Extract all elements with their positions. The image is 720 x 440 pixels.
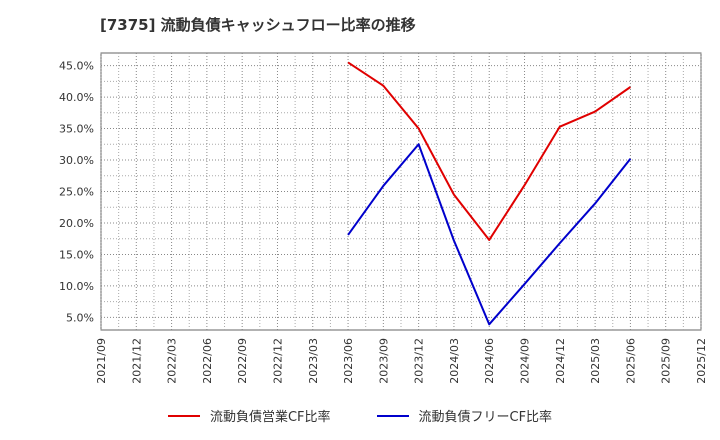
y-tick-label: 20.0% xyxy=(59,217,94,230)
series-line-operating-cf xyxy=(347,61,631,241)
y-tick-label: 40.0% xyxy=(59,91,94,104)
x-tick-label: 2023/03 xyxy=(307,338,320,384)
legend-item-operating-cf: 流動負債営業CF比率 xyxy=(167,406,331,425)
chart-title: [7375] 流動負債キャッシュフロー比率の推移 xyxy=(100,16,416,34)
legend-swatch-blue xyxy=(376,414,409,417)
x-tick-label: 2022/09 xyxy=(236,338,249,384)
series-lines xyxy=(347,61,632,326)
x-tick-label: 2022/06 xyxy=(201,338,214,384)
y-tick-label: 35.0% xyxy=(59,123,94,136)
x-tick-label: 2024/06 xyxy=(483,338,496,384)
x-tick-label: 2024/09 xyxy=(519,338,532,384)
legend-item-free-cf: 流動負債フリーCF比率 xyxy=(376,406,553,425)
x-tick-label: 2024/03 xyxy=(448,338,461,384)
x-tick-label: 2023/06 xyxy=(342,338,355,384)
legend-swatch-red xyxy=(167,414,200,417)
legend-label-free-cf: 流動負債フリーCF比率 xyxy=(418,410,553,425)
x-tick-label: 2025/06 xyxy=(624,338,637,384)
y-tick-label: 10.0% xyxy=(59,280,94,293)
y-axis-tick-labels: 5.0% 10.0% 15.0% 20.0% 25.0% 30.0% 35.0% 40.0% 4… xyxy=(59,60,94,325)
y-tick-label: 25.0% xyxy=(59,186,94,199)
x-tick-label: 2023/12 xyxy=(413,338,426,384)
y-tick-label: 15.0% xyxy=(59,248,94,261)
x-tick-label: 2025/12 xyxy=(695,338,708,384)
x-axis-tick-labels: 2021/09 2021/12 2022/03 2022/06 2022/09 2022/… xyxy=(95,338,708,384)
x-tick-label: 2024/12 xyxy=(554,338,567,384)
x-tick-label: 2022/12 xyxy=(271,338,284,384)
series-line-free-cf xyxy=(347,143,632,326)
legend-label-operating-cf: 流動負債営業CF比率 xyxy=(209,410,331,425)
x-tick-label: 2025/09 xyxy=(660,338,673,384)
x-tick-label: 2021/12 xyxy=(130,338,143,384)
x-tick-label: 2021/09 xyxy=(95,338,108,384)
y-tick-label: 30.0% xyxy=(59,154,94,167)
y-tick-label: 45.0% xyxy=(59,60,94,73)
y-tick-label: 5.0% xyxy=(66,311,94,324)
x-tick-label: 2025/03 xyxy=(589,338,602,384)
x-tick-label: 2022/03 xyxy=(166,338,179,384)
legend: 流動負債営業CF比率 流動負債フリーCF比率 xyxy=(0,406,720,425)
x-tick-label: 2023/09 xyxy=(377,338,390,384)
